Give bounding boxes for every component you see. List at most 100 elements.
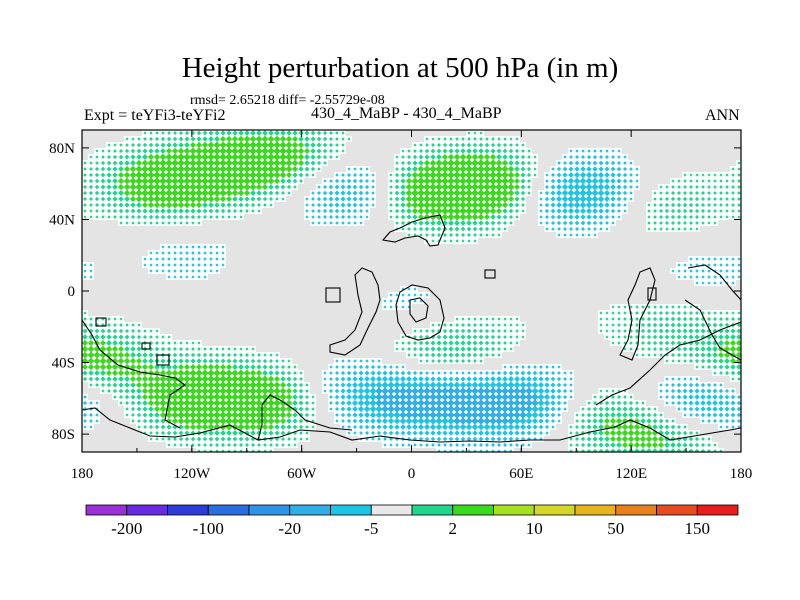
field-cell-neutral xyxy=(478,286,484,292)
field-cell xyxy=(364,196,370,202)
field-cell-neutral xyxy=(412,250,418,256)
field-cell-neutral xyxy=(568,256,574,262)
field-cell xyxy=(107,215,111,219)
field-cell-neutral xyxy=(94,262,100,268)
field-cell-neutral xyxy=(580,142,586,148)
field-cell xyxy=(148,148,154,154)
field-cell-neutral xyxy=(544,238,550,244)
field-cell xyxy=(460,340,466,346)
field-cell xyxy=(195,381,203,389)
field-cell-neutral xyxy=(208,280,214,286)
field-cell xyxy=(460,430,466,436)
field-cell xyxy=(255,405,263,413)
field-cell xyxy=(291,135,299,143)
field-cell xyxy=(483,189,491,197)
field-cell-neutral xyxy=(430,316,436,322)
field-cell xyxy=(375,393,383,401)
field-cell-neutral xyxy=(82,388,88,394)
field-cell xyxy=(610,400,616,406)
field-cell xyxy=(160,430,166,436)
field-cell xyxy=(609,429,617,437)
field-cell xyxy=(423,201,431,209)
field-cell-neutral xyxy=(376,190,382,196)
field-cell xyxy=(149,269,153,273)
field-cell xyxy=(447,195,455,203)
field-cell xyxy=(160,208,166,214)
field-cell xyxy=(280,424,286,430)
field-cell-neutral xyxy=(562,292,568,298)
field-cell xyxy=(323,371,327,375)
field-cell-neutral xyxy=(358,280,364,286)
field-cell-neutral xyxy=(310,322,316,328)
field-cell-neutral xyxy=(334,226,340,232)
field-cell xyxy=(489,393,497,401)
field-cell xyxy=(118,340,124,346)
field-cell-neutral xyxy=(586,358,592,364)
field-cell xyxy=(521,149,525,153)
field-cell xyxy=(485,371,489,375)
field-cell-neutral xyxy=(256,346,262,352)
field-cell xyxy=(316,196,322,202)
field-cell xyxy=(610,448,616,452)
field-cell xyxy=(130,160,136,166)
field-cell xyxy=(231,381,239,389)
field-cell xyxy=(305,431,309,435)
field-cell-neutral xyxy=(436,250,442,256)
field-cell xyxy=(112,166,118,172)
field-cell xyxy=(399,411,407,419)
field-cell xyxy=(525,405,533,413)
field-cell-neutral xyxy=(586,388,592,394)
field-cell-neutral xyxy=(388,328,394,334)
field-cell-neutral xyxy=(286,196,292,202)
field-cell xyxy=(83,167,87,171)
field-cell-neutral xyxy=(370,142,376,148)
field-cell-neutral xyxy=(562,304,568,310)
field-cell-neutral xyxy=(304,310,310,316)
field-cell-neutral xyxy=(388,226,394,232)
field-cell-neutral xyxy=(466,280,472,286)
field-cell xyxy=(515,443,519,447)
field-cell-neutral xyxy=(508,130,514,136)
field-cell-neutral xyxy=(310,436,316,442)
field-cell xyxy=(502,142,508,148)
field-cell-neutral xyxy=(226,280,232,286)
field-cell xyxy=(417,189,425,197)
field-cell-neutral xyxy=(532,262,538,268)
field-cell-neutral xyxy=(190,280,196,286)
field-cell xyxy=(153,405,161,413)
field-cell-neutral xyxy=(406,310,412,316)
field-cell-neutral xyxy=(346,130,352,136)
field-cell xyxy=(197,275,201,279)
field-cell-neutral xyxy=(112,304,118,310)
field-cell-neutral xyxy=(256,220,262,226)
field-cell-neutral xyxy=(118,238,124,244)
field-cell xyxy=(243,171,251,179)
field-cell-neutral xyxy=(274,244,280,250)
field-cell xyxy=(616,412,622,418)
field-cell-neutral xyxy=(346,160,352,166)
field-cell-neutral xyxy=(568,358,574,364)
field-cell xyxy=(243,153,251,161)
field-cell xyxy=(616,442,622,448)
field-cell xyxy=(231,135,239,143)
field-cell xyxy=(521,203,525,207)
field-cell-neutral xyxy=(268,334,274,340)
field-cell-neutral xyxy=(436,244,442,250)
field-cell-neutral xyxy=(622,358,628,364)
field-cell-neutral xyxy=(304,184,310,190)
field-cell xyxy=(395,437,399,441)
field-cell xyxy=(575,413,579,417)
field-cell-neutral xyxy=(370,220,376,226)
field-cell xyxy=(201,159,209,167)
field-cell-neutral xyxy=(604,376,610,382)
field-cell xyxy=(249,177,257,185)
field-cell xyxy=(213,195,221,203)
field-cell xyxy=(177,189,185,197)
field-cell-neutral xyxy=(382,448,388,452)
field-cell-neutral xyxy=(154,442,160,448)
field-cell xyxy=(340,412,346,418)
field-cell xyxy=(598,172,604,178)
field-cell-neutral xyxy=(250,280,256,286)
field-cell-neutral xyxy=(388,334,394,340)
field-cell xyxy=(256,358,262,364)
